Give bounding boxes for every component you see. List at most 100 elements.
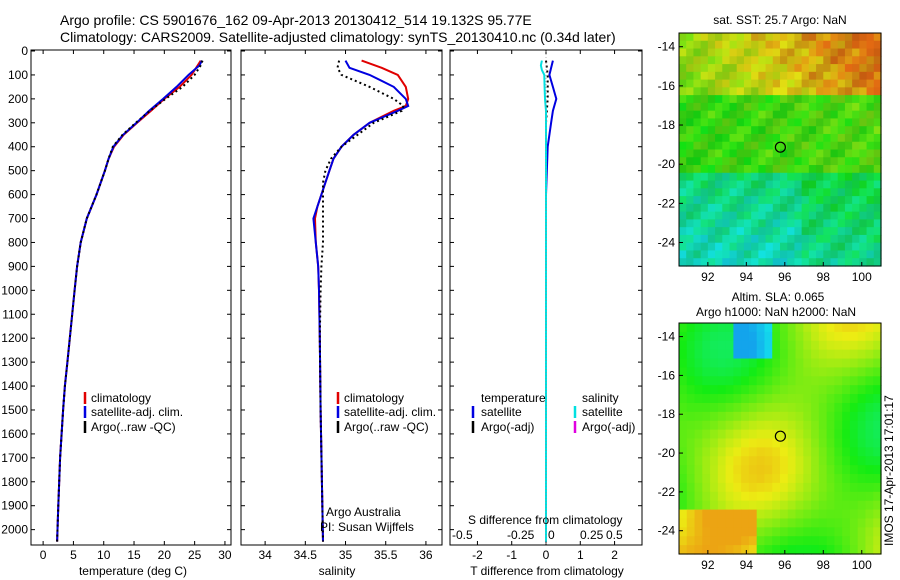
map-cell: [837, 242, 846, 252]
map-cell: [743, 250, 752, 259]
map-cell: [849, 349, 859, 360]
difference-xlabel: T difference from climatology: [470, 564, 624, 578]
map-cell: [866, 126, 875, 135]
map-cell: [717, 349, 727, 360]
map-cell: [834, 509, 843, 520]
map-cell: [818, 349, 828, 360]
map-cell: [679, 102, 687, 112]
map-cell: [733, 438, 742, 448]
map-cell: [816, 79, 824, 88]
map-cell: [686, 118, 695, 127]
map-cell: [733, 402, 742, 413]
map-x-tick-label: 100: [852, 558, 872, 572]
map-cell: [795, 340, 804, 351]
map-cell: [823, 203, 832, 213]
map-cell: [873, 165, 882, 174]
map-cell: [743, 157, 752, 166]
map-cell: [772, 71, 781, 81]
map-cell: [693, 196, 702, 205]
map-cell: [693, 203, 702, 213]
map-cell: [795, 518, 804, 528]
map-cell: [834, 340, 843, 351]
map-cell: [830, 157, 839, 166]
map-cell: [787, 465, 797, 475]
map-cell: [794, 95, 803, 104]
map-cell: [748, 456, 758, 466]
map-cell: [794, 165, 803, 174]
map-cell: [686, 180, 695, 189]
map-cell: [772, 48, 781, 57]
map-cell: [679, 211, 687, 220]
map-cell: [686, 71, 695, 81]
legend-label-argo: Argo(..raw -QC): [344, 420, 429, 434]
map-cell: [707, 71, 716, 81]
map-cell: [756, 385, 766, 395]
map-cell: [823, 110, 832, 120]
map-cell: [849, 518, 859, 528]
map-cell: [715, 95, 723, 104]
map-cell: [686, 133, 695, 143]
depth-tick-label: 1400: [1, 379, 28, 393]
map-cell: [741, 358, 750, 369]
map-cell: [725, 420, 734, 431]
map-cell: [837, 203, 846, 213]
map-cell: [729, 219, 738, 228]
map-cell: [679, 536, 688, 546]
map-cell: [787, 157, 796, 166]
map-cell: [801, 250, 810, 259]
map-cell: [741, 491, 750, 502]
map-cell: [801, 234, 810, 244]
map-cell: [865, 402, 874, 413]
map-cell: [873, 227, 882, 236]
x-tick-label: 25: [188, 548, 202, 562]
map-cell: [715, 141, 723, 151]
map-cell: [803, 376, 812, 386]
map-cell: [758, 188, 767, 197]
map-cell: [837, 165, 846, 174]
map-cell: [722, 258, 731, 267]
map-cell: [715, 71, 723, 81]
map-cell: [741, 456, 750, 466]
map-cell: [818, 509, 828, 520]
map-cell: [842, 545, 851, 555]
map-cell: [772, 340, 781, 351]
map-cell: [834, 331, 843, 342]
map-cell: [873, 149, 882, 158]
map-cell: [865, 376, 874, 386]
map-cell: [849, 438, 859, 448]
map-cell: [844, 250, 853, 259]
map-cell: [733, 545, 742, 555]
map-cell: [801, 40, 810, 50]
depth-tick-label: 1600: [1, 427, 28, 441]
map-cell: [818, 385, 828, 395]
map-cell: [849, 411, 859, 422]
map-cell: [795, 394, 804, 404]
map-cell: [816, 56, 824, 65]
map-cell: [765, 250, 774, 259]
map-cell: [764, 500, 773, 511]
map-cell: [751, 64, 759, 73]
map-cell: [741, 465, 750, 475]
map-cell: [830, 149, 839, 158]
map-cell: [811, 331, 820, 342]
map-cell: [795, 331, 804, 342]
map-cell: [865, 367, 874, 377]
map-cell: [733, 358, 742, 369]
map-cell: [758, 95, 767, 104]
map-cell: [758, 250, 767, 259]
map-cell: [837, 258, 846, 267]
map-cell: [787, 509, 797, 520]
map-cell: [780, 40, 788, 50]
map-cell: [849, 465, 859, 475]
map-cell: [772, 87, 781, 96]
map-cell: [857, 420, 867, 431]
map-cell: [830, 196, 839, 205]
map-cell: [765, 172, 774, 182]
map-cell: [803, 456, 812, 466]
map-y-tick-label: -14: [658, 330, 676, 344]
map-cell: [780, 165, 788, 174]
map-cell: [751, 126, 759, 135]
map-cell: [826, 420, 835, 431]
map-cell: [743, 95, 752, 104]
map-cell: [823, 180, 832, 189]
